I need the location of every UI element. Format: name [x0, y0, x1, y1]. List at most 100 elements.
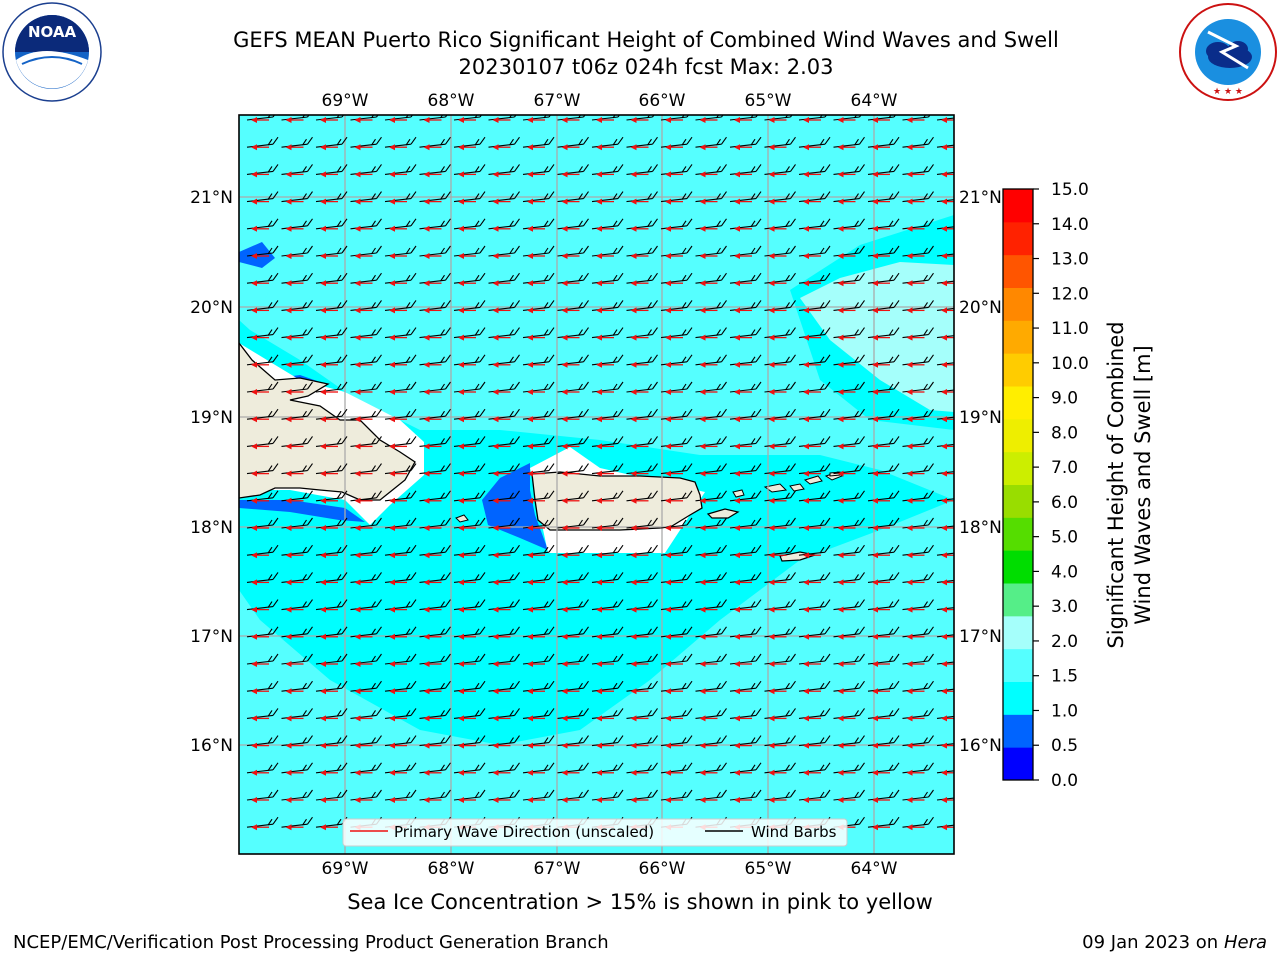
wind-barb-flag: [716, 410, 721, 418]
wave-direction-arrowhead: [458, 225, 464, 232]
wave-direction-arrowhead: [458, 416, 464, 423]
barb-station: [867, 164, 900, 178]
wind-barb-flag: [479, 626, 486, 635]
barb-station: [246, 245, 279, 259]
wind-barb-flag: [681, 628, 687, 636]
wave-direction-arrowhead: [596, 797, 602, 803]
wind-barb-flag: [479, 436, 486, 444]
wave-direction-arrowhead: [768, 225, 775, 232]
colorbar-tick-label: 15.0: [1051, 180, 1089, 200]
wind-barb-flag: [928, 354, 934, 363]
wave-direction-arrowhead: [285, 144, 292, 151]
wind-barb-flag: [479, 490, 486, 499]
wind-barb-flag: [854, 465, 859, 472]
wind-barb-flag: [509, 166, 514, 173]
lat-label-left: 18°N: [190, 518, 233, 538]
wind-barb-flag: [647, 138, 652, 146]
wind-barb-flag: [750, 682, 756, 690]
barb-station: [453, 115, 483, 123]
wave-direction-arrowhead: [768, 171, 775, 178]
wind-barb-flag: [819, 601, 825, 608]
wind-barb-flag: [445, 653, 451, 662]
wind-barb-flag: [371, 601, 376, 608]
wind-barb-flag: [923, 546, 928, 554]
wind-barb-flag: [405, 682, 411, 690]
wind-barb-flag: [647, 193, 652, 200]
wave-direction-arrowhead: [872, 633, 878, 640]
wave-direction-arrowhead: [285, 824, 292, 831]
barb-station: [315, 626, 348, 640]
wind-barb-flag: [963, 137, 968, 144]
wind-barb-flag: [509, 465, 514, 472]
wind-barb-flag: [543, 601, 549, 608]
wave-direction-arrowhead: [630, 633, 637, 640]
wind-barb-flag: [617, 354, 624, 363]
wave-direction-arrowhead: [906, 797, 913, 803]
barb-station: [764, 463, 796, 477]
wind-barb-flag: [410, 300, 417, 308]
wind-barb-flag: [647, 574, 652, 581]
wind-barb-flag: [267, 465, 273, 472]
wind-barb-flag: [721, 408, 727, 417]
wind-barb-flag: [474, 655, 480, 663]
barb-station: [867, 626, 900, 640]
barb-station: [902, 517, 934, 531]
barb-station: [695, 680, 727, 695]
colorbar-tick-label: 3.0: [1051, 597, 1078, 617]
barb-station: [626, 626, 658, 640]
barb-station: [833, 735, 865, 749]
wind-barb-flag: [479, 245, 486, 254]
barb-station: [350, 517, 382, 531]
barb-station: [936, 606, 954, 613]
wind-barb-flag: [405, 574, 411, 581]
wind-barb-flag: [514, 381, 520, 390]
wave-direction-arrowhead: [768, 416, 775, 423]
wave-direction-arrowhead: [906, 117, 913, 123]
footer-date-text: 09 Jan 2023 on: [1082, 932, 1224, 953]
barb-station: [764, 653, 796, 667]
wave-direction-arrowhead: [941, 416, 947, 423]
barb-station: [315, 735, 348, 749]
wave-direction-arrowhead: [527, 470, 533, 477]
wave-direction-arrowhead: [527, 715, 533, 722]
wind-barb-flag: [612, 383, 618, 391]
wind-barb-flag: [307, 463, 313, 471]
wind-barb-flag: [755, 436, 762, 444]
wind-barb-flag: [514, 599, 520, 607]
wind-barb-flag: [612, 220, 618, 228]
barb-station: [453, 381, 486, 395]
wave-direction-arrowhead: [320, 117, 326, 123]
wind-barb-flag: [612, 710, 618, 717]
wind-barb-flag: [371, 655, 376, 663]
wind-barb-flag: [578, 274, 583, 282]
wind-barb-flag: [341, 354, 348, 363]
wind-barb-flag: [928, 572, 934, 580]
wind-barb-flag: [721, 327, 727, 335]
wind-barb-flag: [612, 574, 618, 581]
barb-station: [488, 115, 517, 123]
wind-barb-flag: [928, 626, 934, 635]
barb-station: [902, 191, 934, 205]
wave-direction-arrowhead: [251, 715, 257, 722]
wind-barb-flag: [647, 682, 652, 690]
wind-barb-flag: [272, 599, 279, 607]
wind-barb-flag: [509, 682, 514, 690]
wind-barb-flag: [410, 517, 417, 526]
wind-barb-flag: [583, 626, 589, 635]
wind-barb-flag: [543, 138, 549, 146]
wave-direction-arrowhead: [734, 552, 740, 559]
barb-station: [281, 517, 313, 531]
wind-barb-flag: [474, 791, 480, 799]
wind-barb-flag: [272, 680, 279, 689]
wind-barb-flag: [514, 517, 520, 526]
wind-barb-flag: [686, 572, 693, 580]
wind-barb-flag: [307, 653, 313, 662]
wave-direction-arrowhead: [354, 769, 361, 776]
wind-barb-flag: [514, 653, 520, 662]
wind-barb-flag: [750, 138, 756, 146]
wind-barb-flag: [376, 735, 382, 743]
wind-barb-flag: [750, 628, 756, 636]
wave-direction-arrowhead: [941, 334, 947, 341]
wind-barb-flag: [543, 519, 549, 527]
barb-station: [246, 735, 279, 749]
